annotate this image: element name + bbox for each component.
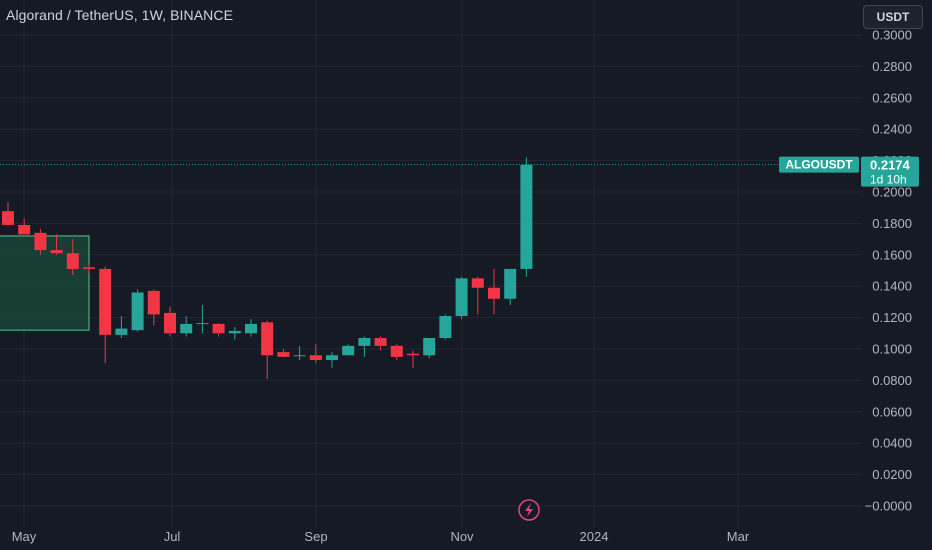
candle-body [261, 322, 274, 356]
candle-body [180, 323, 193, 334]
candle-body [374, 338, 387, 346]
candle [390, 344, 403, 360]
candle [277, 349, 290, 357]
candle [196, 305, 209, 334]
y-tick-label: 0.1800 [872, 216, 912, 231]
currency-button[interactable]: USDT [863, 5, 923, 29]
y-tick-label: 0.0200 [872, 467, 912, 482]
candle [66, 239, 79, 276]
candle [439, 314, 452, 340]
y-tick-label: 0.2800 [872, 59, 912, 74]
candle [293, 345, 306, 360]
y-tick-label: 0.0800 [872, 373, 912, 388]
candle [164, 306, 176, 337]
candle [471, 276, 484, 315]
y-tick-label: 0.3000 [872, 28, 912, 43]
candle-body [407, 353, 419, 356]
lightning-icon[interactable] [518, 499, 540, 521]
candle [83, 264, 95, 274]
candle-body [471, 278, 484, 288]
candle [423, 338, 436, 359]
candle-body [50, 250, 63, 254]
candle [50, 234, 63, 255]
candle [488, 268, 500, 315]
y-tick-label: 0.0600 [872, 404, 912, 419]
candle [407, 350, 419, 368]
symbol-tag-label: ALGOUSDT [785, 158, 853, 172]
candle [455, 276, 468, 320]
candle [228, 327, 241, 340]
price-tag-value: 0.2174 [870, 158, 911, 173]
x-tick-label: 2024 [580, 529, 609, 544]
candle-body [164, 312, 176, 334]
candle [261, 320, 274, 379]
candle-body [196, 323, 209, 325]
candle [34, 228, 47, 255]
x-tick-label: Mar [727, 529, 750, 544]
candle [18, 218, 31, 235]
candle-body [83, 267, 95, 269]
x-tick-label: May [12, 529, 37, 544]
x-tick-label: Jul [164, 529, 181, 544]
candle [180, 316, 193, 337]
y-tick-label: 0.2000 [872, 185, 912, 200]
price-tag-countdown: 1d 10h [870, 173, 907, 187]
candle-body [455, 278, 468, 317]
y-tick-label: 0.1400 [872, 279, 912, 294]
candle-body [293, 355, 306, 357]
candle-body [34, 232, 47, 251]
candle [326, 352, 338, 368]
candle-body [245, 323, 257, 334]
price-tag [861, 156, 919, 187]
candle-body [488, 287, 500, 299]
candle-body [99, 268, 112, 335]
y-tick-label: 0.1600 [872, 247, 912, 262]
candle [520, 157, 533, 277]
y-tick-label: 0.1200 [872, 310, 912, 325]
candle-body [358, 338, 371, 346]
y-tick-label: 0.2400 [872, 122, 912, 137]
candle [147, 289, 160, 326]
candle-body [2, 211, 14, 225]
x-tick-label: Nov [450, 529, 474, 544]
candle [342, 344, 355, 356]
zone-rectangle [0, 235, 90, 331]
y-tick-label: 0.2600 [872, 90, 912, 105]
candle-body [342, 345, 355, 356]
candle-body [439, 316, 452, 339]
candle [115, 316, 128, 339]
candle [374, 336, 387, 351]
candle-body [228, 330, 241, 334]
candle-body [390, 345, 403, 357]
candle [358, 336, 371, 357]
candle [131, 289, 144, 332]
candle [212, 323, 225, 337]
candle-body [520, 164, 533, 269]
candle-body [423, 338, 436, 356]
x-tick-label: Sep [304, 529, 327, 544]
candle [309, 344, 322, 364]
chart-title: Algorand / TetherUS, 1W, BINANCE [6, 7, 234, 23]
candle [2, 202, 14, 225]
candle-body [66, 253, 79, 269]
candle-body [504, 268, 517, 299]
y-tick-label: −0.0000 [865, 499, 912, 514]
candle-body [326, 355, 338, 360]
candle [245, 319, 257, 337]
candle [99, 266, 112, 364]
y-tick-label: 0.1000 [872, 342, 912, 357]
candle-body [277, 352, 290, 357]
candle-body [18, 224, 31, 235]
candle-body [115, 328, 128, 335]
y-tick-label: 0.0400 [872, 436, 912, 451]
candle-body [131, 292, 144, 331]
candle-body [147, 290, 160, 315]
candle-body [212, 323, 225, 334]
symbol-tag [779, 156, 859, 173]
candle-body [309, 355, 322, 360]
candle [504, 268, 517, 306]
